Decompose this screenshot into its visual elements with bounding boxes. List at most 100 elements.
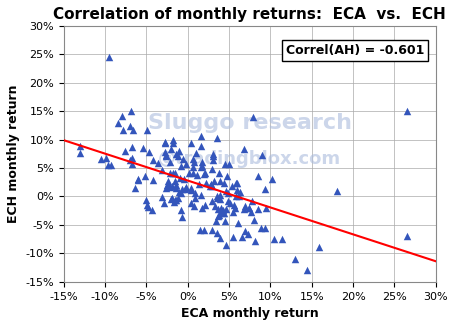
Point (227, 200, 234, 205)
Point (262, 225, 269, 230)
Point (172, 198, 179, 203)
Point (177, 190, 185, 196)
Point (225, 198, 232, 203)
Point (164, 179, 172, 184)
Point (172, 170, 179, 176)
Point (77, 144, 84, 149)
Point (162, 185, 170, 190)
Point (250, 114, 257, 119)
Point (208, 166, 215, 171)
Point (214, 207, 222, 212)
Point (193, 172, 201, 178)
Point (196, 181, 203, 187)
Point (166, 184, 173, 190)
Point (187, 200, 194, 205)
Point (191, 190, 198, 195)
Point (197, 143, 204, 148)
Point (118, 114, 126, 119)
Point (216, 235, 223, 241)
Point (197, 133, 205, 138)
Point (213, 230, 220, 235)
Point (215, 214, 222, 219)
Point (216, 179, 223, 184)
Point (222, 188, 230, 193)
Point (257, 225, 264, 230)
Point (174, 153, 182, 158)
Point (234, 181, 241, 186)
Point (187, 186, 195, 191)
Point (162, 139, 169, 144)
Point (219, 207, 226, 213)
Point (223, 173, 231, 179)
Point (233, 193, 240, 198)
Point (128, 145, 136, 150)
Point (144, 204, 152, 209)
Point (170, 137, 177, 143)
Point (211, 179, 218, 184)
Point (208, 198, 215, 204)
Point (128, 155, 136, 160)
Point (175, 148, 182, 153)
Point (178, 187, 186, 192)
Point (217, 196, 224, 201)
Point (278, 236, 286, 242)
Point (107, 163, 114, 168)
Point (168, 183, 176, 189)
Point (242, 203, 249, 209)
Point (166, 170, 173, 175)
Point (122, 148, 129, 154)
Point (196, 227, 203, 232)
Point (134, 177, 142, 182)
Point (167, 147, 174, 152)
Point (221, 181, 228, 186)
Point (144, 128, 151, 133)
Point (237, 189, 244, 194)
Point (222, 206, 230, 212)
Point (106, 55, 113, 60)
Point (169, 170, 177, 176)
Point (244, 232, 252, 237)
Point (169, 141, 177, 146)
Point (210, 158, 217, 163)
Point (220, 210, 228, 215)
Point (215, 212, 222, 217)
Point (229, 209, 236, 215)
Point (254, 173, 262, 179)
Point (144, 202, 151, 208)
Point (168, 196, 175, 201)
Point (126, 124, 133, 129)
Point (207, 184, 214, 189)
Point (201, 170, 208, 175)
Point (181, 176, 188, 181)
Point (226, 162, 233, 167)
Point (270, 236, 277, 242)
Point (189, 165, 197, 170)
Point (235, 193, 243, 198)
Point (119, 127, 126, 132)
Text: Sluggo research: Sluggo research (148, 113, 352, 133)
Point (129, 162, 136, 167)
Point (183, 184, 190, 189)
Text: Correl(AH) = -0.601: Correl(AH) = -0.601 (286, 44, 425, 57)
Point (177, 164, 185, 169)
Point (186, 171, 193, 176)
Point (143, 198, 150, 203)
Point (221, 218, 228, 223)
Title: Correlation of monthly returns:  ECA  vs.  ECH: Correlation of monthly returns: ECA vs. … (53, 7, 446, 22)
Point (403, 234, 410, 239)
Point (202, 180, 210, 185)
Point (240, 206, 247, 212)
Point (201, 228, 208, 233)
Point (127, 109, 134, 114)
Point (187, 187, 195, 192)
Point (233, 181, 240, 186)
Point (158, 194, 166, 199)
Point (164, 182, 171, 187)
Point (268, 176, 275, 181)
Point (232, 205, 239, 210)
Point (158, 168, 166, 173)
Point (247, 210, 254, 215)
Point (198, 205, 206, 210)
Point (209, 151, 216, 156)
Point (150, 157, 157, 163)
